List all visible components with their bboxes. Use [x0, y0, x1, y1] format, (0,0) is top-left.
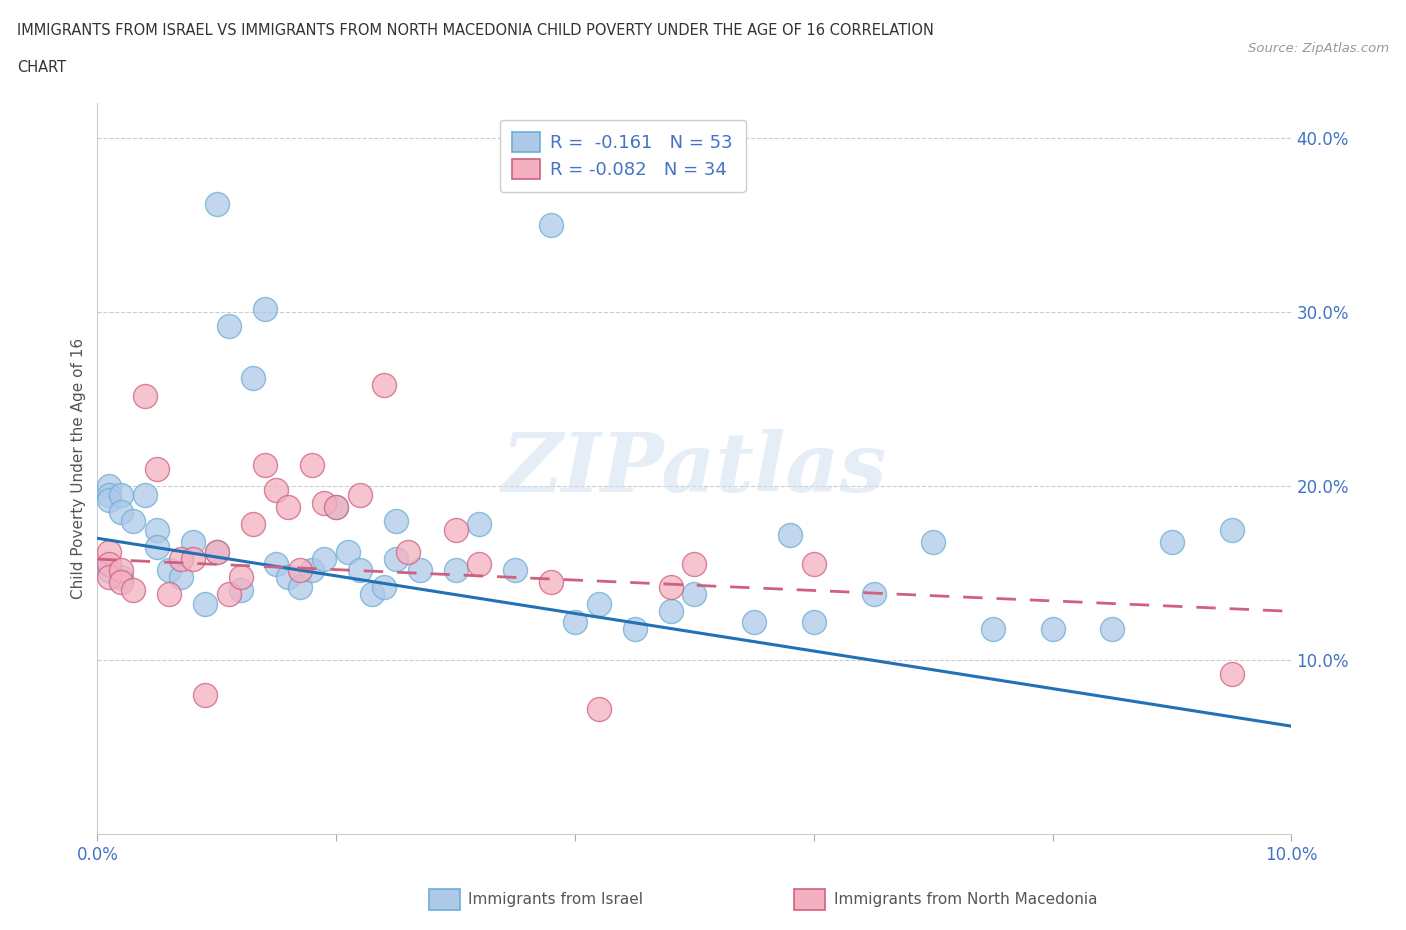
Point: [1042, 621, 1064, 636]
Point: [659, 604, 682, 618]
Point: [277, 569, 299, 584]
Point: [110, 487, 132, 502]
Point: [349, 562, 371, 577]
Point: [301, 458, 323, 472]
Point: [468, 517, 491, 532]
Text: Immigrants from North Macedonia: Immigrants from North Macedonia: [834, 892, 1097, 907]
Point: [396, 545, 419, 560]
Point: [146, 539, 169, 554]
Text: Immigrants from Israel: Immigrants from Israel: [468, 892, 643, 907]
Point: [1161, 535, 1184, 550]
Point: [157, 562, 180, 577]
Point: [385, 551, 408, 566]
Point: [205, 545, 228, 560]
Point: [218, 319, 240, 334]
Point: [242, 517, 264, 532]
Point: [122, 583, 145, 598]
Point: [229, 583, 252, 598]
Point: [409, 562, 432, 577]
Point: [98, 493, 121, 508]
Point: [98, 562, 121, 577]
Point: [803, 557, 825, 572]
Point: [122, 513, 145, 528]
Y-axis label: Child Poverty Under the Age of 16: Child Poverty Under the Age of 16: [72, 339, 86, 599]
Point: [803, 615, 825, 630]
Point: [290, 562, 312, 577]
Legend: R =  -0.161   N = 53, R = -0.082   N = 34: R = -0.161 N = 53, R = -0.082 N = 34: [501, 120, 745, 192]
Point: [301, 562, 323, 577]
Point: [373, 579, 395, 594]
Point: [444, 522, 467, 537]
Point: [361, 587, 384, 602]
Point: [981, 621, 1004, 636]
Point: [373, 378, 395, 392]
Point: [779, 527, 801, 542]
Point: [98, 569, 121, 584]
Point: [253, 458, 276, 472]
Point: [385, 513, 408, 528]
Point: [325, 499, 347, 514]
Point: [468, 557, 491, 572]
Point: [218, 587, 240, 602]
Point: [503, 562, 526, 577]
Point: [444, 562, 467, 577]
Point: [564, 615, 586, 630]
Point: [337, 545, 360, 560]
Point: [325, 499, 347, 514]
Point: [205, 545, 228, 560]
Point: [314, 496, 336, 511]
Point: [194, 597, 217, 612]
Text: CHART: CHART: [17, 60, 66, 75]
Point: [266, 482, 288, 497]
Point: [134, 388, 156, 403]
Point: [1220, 522, 1243, 537]
Point: [98, 557, 121, 572]
Point: [205, 197, 228, 212]
Point: [290, 579, 312, 594]
Point: [170, 551, 193, 566]
Point: [181, 551, 204, 566]
Point: [110, 562, 132, 577]
Point: [253, 301, 276, 316]
Point: [194, 687, 217, 702]
Point: [146, 461, 169, 476]
Point: [349, 487, 371, 502]
Point: [266, 557, 288, 572]
Text: ZIPatlas: ZIPatlas: [502, 429, 887, 509]
Point: [181, 535, 204, 550]
Point: [98, 487, 121, 502]
Point: [229, 569, 252, 584]
Point: [683, 587, 706, 602]
Point: [98, 545, 121, 560]
Text: IMMIGRANTS FROM ISRAEL VS IMMIGRANTS FROM NORTH MACEDONIA CHILD POVERTY UNDER TH: IMMIGRANTS FROM ISRAEL VS IMMIGRANTS FRO…: [17, 23, 934, 38]
Point: [540, 218, 562, 232]
Point: [314, 551, 336, 566]
Point: [540, 575, 562, 590]
Point: [1101, 621, 1123, 636]
Point: [110, 575, 132, 590]
Point: [862, 587, 884, 602]
Point: [588, 597, 610, 612]
Point: [1220, 667, 1243, 682]
Point: [98, 479, 121, 494]
Text: Source: ZipAtlas.com: Source: ZipAtlas.com: [1249, 42, 1389, 55]
Point: [742, 615, 765, 630]
Point: [110, 569, 132, 584]
Point: [134, 487, 156, 502]
Point: [157, 587, 180, 602]
Point: [683, 557, 706, 572]
Point: [110, 505, 132, 520]
Point: [588, 701, 610, 716]
Point: [170, 569, 193, 584]
Point: [146, 522, 169, 537]
Point: [659, 579, 682, 594]
Point: [623, 621, 645, 636]
Point: [922, 535, 945, 550]
Point: [242, 371, 264, 386]
Point: [277, 499, 299, 514]
